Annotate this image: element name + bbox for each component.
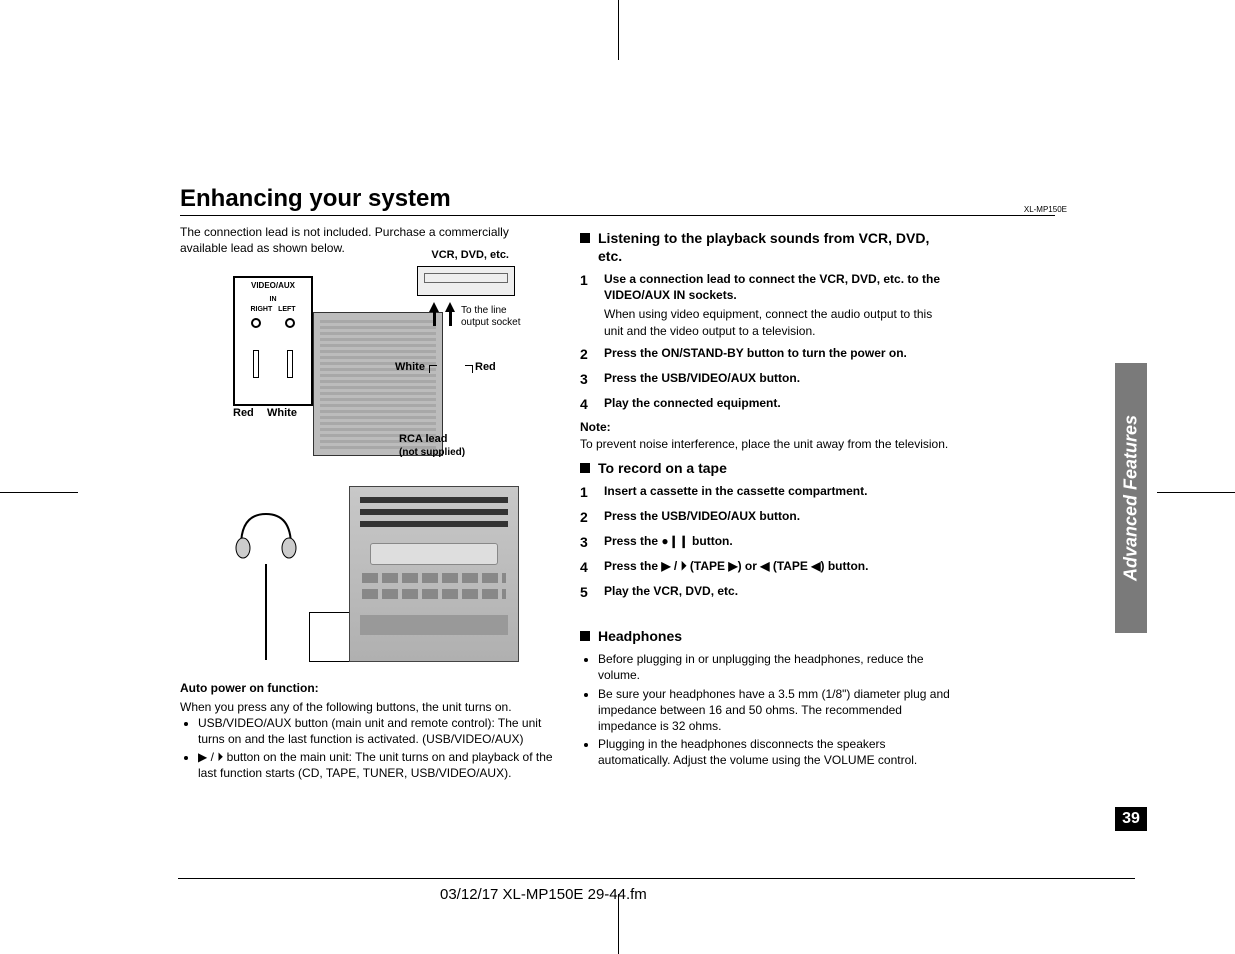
vcr-icon (417, 266, 515, 296)
red-label: Red (475, 360, 496, 375)
auto-power-lead: When you press any of the following butt… (180, 699, 554, 715)
arrow-up-icon (445, 302, 455, 326)
list-item: Before plugging in or unplugging the hea… (598, 651, 950, 683)
section-tab: Advanced Features (1115, 363, 1147, 633)
step-row: 5Play the VCR, DVD, etc. (580, 583, 950, 602)
list-item: Plugging in the headphones disconnects t… (598, 736, 950, 768)
auto-power-heading: Auto power on function: (180, 680, 554, 696)
section-listening: Listening to the playback sounds from VC… (580, 230, 950, 265)
step-row: 2Press the USB/VIDEO/AUX button. (580, 508, 950, 527)
footer-text: 03/12/17 XL-MP150E 29-44.fm (440, 886, 647, 903)
cable-icon (265, 564, 267, 660)
red-label2: Red (233, 406, 254, 421)
to-line-label2: output socket (461, 316, 520, 330)
right-column: Listening to the playback sounds from VC… (580, 224, 950, 784)
white-label2: White (267, 406, 297, 421)
auto-power-bullets: USB/VIDEO/AUX button (main unit and remo… (180, 715, 554, 782)
aux-panel-icon: VIDEO/AUX IN RIGHT LEFT (233, 276, 313, 406)
headphone-diagram (197, 480, 537, 670)
step-row: 2Press the ON/STAND-BY button to turn th… (580, 345, 950, 364)
unit-front-icon (349, 486, 519, 662)
note-label: Note: (580, 419, 950, 435)
square-bullet-icon (580, 631, 590, 641)
left-column: The connection lead is not included. Pur… (180, 224, 554, 784)
square-bullet-icon (580, 233, 590, 243)
headphones-icon (231, 506, 301, 566)
headphone-bullets: Before plugging in or unplugging the hea… (580, 651, 950, 768)
manual-page: XL-MP150E Enhancing your system The conn… (180, 185, 1055, 825)
square-bullet-icon (580, 463, 590, 473)
section-headphones: Headphones (580, 628, 950, 646)
footer-rule (178, 878, 1135, 879)
step-row: 1Use a connection lead to connect the VC… (580, 271, 950, 339)
list-item: Be sure your headphones have a 3.5 mm (1… (598, 686, 950, 735)
step-row: 3Press the USB/VIDEO/AUX button. (580, 370, 950, 389)
arrow-up-icon (429, 302, 439, 326)
rca-not-supplied-label: (not supplied) (399, 446, 465, 460)
step-row: 1Insert a cassette in the cassette compa… (580, 483, 950, 502)
step-row: 4Play the connected equipment. (580, 395, 950, 414)
step-row: 3Press the ●❙❙ button. (580, 533, 950, 552)
list-item: ▶ / ⏵ button on the main unit: The unit … (198, 749, 554, 781)
model-number: XL-MP150E (1024, 205, 1067, 214)
note-body: To prevent noise interference, place the… (580, 436, 950, 452)
page-title: Enhancing your system (180, 185, 1055, 216)
connection-diagram: VCR, DVD, etc. VIDEO/AUX IN RIGHT LEFT T… (197, 266, 537, 466)
page-number: 39 (1115, 807, 1147, 831)
white-label: White (395, 360, 425, 375)
rca-lead-label: RCA lead (399, 432, 448, 447)
list-item: USB/VIDEO/AUX button (main unit and remo… (198, 715, 554, 747)
section-record: To record on a tape (580, 460, 950, 478)
step-row: 4Press the ▶ / ⏵ (TAPE ▶) or ◀ (TAPE ◀) … (580, 558, 950, 577)
vcr-label: VCR, DVD, etc. (431, 248, 509, 263)
